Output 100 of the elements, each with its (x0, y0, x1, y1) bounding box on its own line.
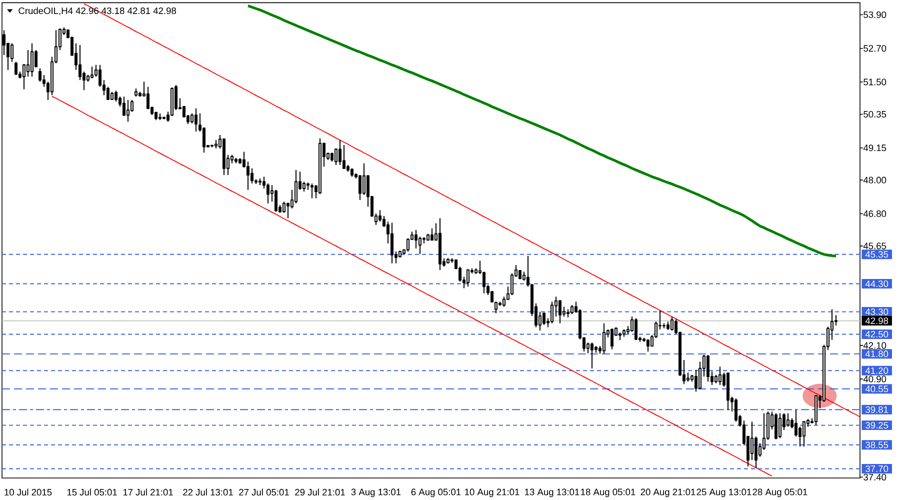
candlestick (106, 86, 110, 100)
x-tick-label: 13 Aug 13:01 (525, 488, 580, 498)
candlestick (30, 42, 34, 78)
x-tick-label: 10 Aug 21:01 (465, 488, 520, 498)
candlestick (750, 421, 754, 461)
candlestick (786, 412, 790, 428)
candlestick (418, 236, 422, 255)
candlestick (734, 398, 738, 422)
candlestick (670, 316, 674, 332)
candlestick (754, 436, 758, 469)
candlestick (510, 272, 514, 296)
candlestick (358, 174, 362, 200)
ref-line-label: 41.80 (865, 350, 888, 358)
candlestick (274, 189, 278, 212)
x-tick-label: 20 Aug 21:01 (640, 488, 696, 498)
candlestick (286, 202, 290, 219)
candlestick (190, 112, 194, 124)
ref-line-label: 37.70 (866, 465, 888, 472)
ref-line-label: 42.50 (865, 330, 888, 338)
y-tick-label: 37.40 (864, 474, 886, 480)
x-tick-label: 29 Jul 21:01 (295, 488, 345, 496)
ref-line-label: 39.25 (866, 422, 888, 429)
candlestick (122, 96, 126, 116)
x-tick-label: 28 Aug 05:01 (752, 488, 808, 498)
candlestick (802, 421, 806, 448)
candlestick (610, 328, 614, 350)
candlestick (78, 44, 82, 81)
ref-line-label: 44.30 (865, 280, 888, 288)
candlestick (294, 170, 298, 204)
y-tick-label: 46.80 (863, 210, 886, 218)
candlestick (406, 238, 410, 252)
candlestick (342, 144, 346, 170)
candlestick (114, 90, 118, 102)
candlestick (14, 61, 18, 76)
x-tick-label: 15 Jul 05:01 (67, 488, 117, 496)
candlestick (266, 182, 270, 204)
candlestick (34, 50, 38, 68)
candlestick (310, 182, 314, 199)
candlestick (10, 42, 14, 62)
x-tick-label: 3 Aug 13:01 (351, 488, 401, 498)
candlestick (718, 366, 722, 386)
y-tick-label: 40.90 (863, 376, 886, 382)
candlestick (378, 210, 382, 222)
y-tick-label: 48.00 (863, 176, 886, 184)
candlestick (542, 312, 546, 326)
candlestick (90, 66, 94, 79)
y-tick-label: 42.10 (863, 342, 886, 349)
candlestick (502, 296, 506, 308)
candlestick (558, 300, 562, 324)
candlestick (38, 68, 42, 82)
candlestick (466, 268, 470, 288)
candlestick (430, 228, 434, 242)
candlestick (334, 148, 338, 166)
candlestick (414, 229, 418, 249)
candlestick (26, 50, 30, 78)
candlestick (590, 342, 594, 369)
y-tick-label: 50.35 (864, 110, 886, 118)
candlestick (362, 162, 366, 196)
candlestick (634, 318, 638, 341)
x-tick-label: 27 Jul 05:01 (239, 488, 289, 496)
candlestick (518, 270, 522, 280)
candlestick (130, 99, 134, 112)
candlestick (646, 338, 650, 352)
x-tick-label: 22 Jul 13:01 (183, 488, 233, 496)
ref-line-label: 38.55 (866, 442, 888, 448)
candlestick (482, 271, 486, 294)
candlestick (694, 369, 698, 392)
x-tick-label: 6 Aug 05:01 (411, 488, 461, 498)
y-tick-label: 51.50 (864, 78, 886, 86)
candlestick (390, 222, 394, 264)
chart-title: CrudeOIL,H4 42.96 43.18 42.81 42.98 (18, 7, 176, 16)
candlestick (98, 64, 102, 88)
ref-line-label: 39.81 (866, 406, 888, 413)
candlestick (778, 412, 782, 439)
y-tick-label: 53.90 (864, 11, 886, 18)
ref-line-label: 41.20 (865, 367, 888, 374)
candlestick (834, 314, 838, 326)
candlestick (494, 301, 498, 314)
candlestick (194, 108, 198, 132)
candlestick (202, 126, 206, 154)
y-tick-label: 45.65 (863, 242, 886, 250)
candlestick (302, 181, 306, 192)
y-tick-label: 49.15 (863, 144, 886, 152)
x-tick-label: 18 Aug 05:01 (581, 488, 636, 498)
x-tick-label: 10 Jul 2015 (4, 488, 52, 496)
ref-line-label: 40.55 (865, 386, 888, 392)
candlestick (126, 99, 130, 122)
candlestick (706, 354, 710, 382)
candlestick (146, 86, 150, 110)
candlestick (246, 161, 250, 190)
ref-line-label: 45.35 (865, 251, 888, 258)
candlestick (338, 140, 342, 166)
ref-line-label: 43.30 (865, 308, 888, 316)
ref-line-label: 42.98 (865, 317, 888, 324)
candlestick (22, 64, 26, 90)
candlestick (794, 409, 798, 438)
candlestick (602, 322, 606, 354)
x-tick-label: 25 Aug 13:01 (696, 488, 752, 498)
candlestick (774, 412, 778, 440)
x-tick-label: 17 Jul 21:01 (123, 488, 173, 496)
